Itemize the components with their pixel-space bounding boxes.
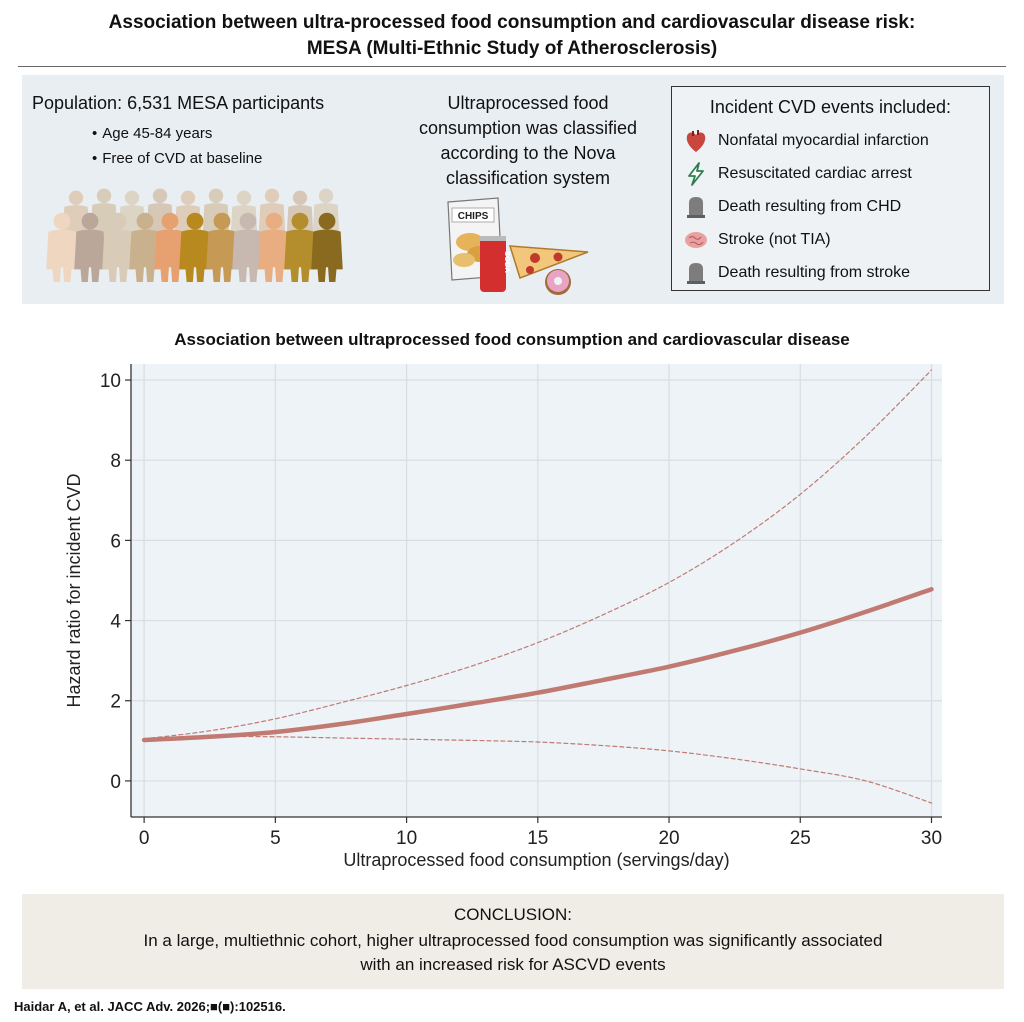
confidence-interval-line <box>143 735 933 804</box>
page-title: Association between ultra-processed food… <box>0 10 1024 62</box>
title-line-1: Association between ultra-processed food… <box>108 12 916 33</box>
tick-labels: 0 5 10 15 20 25 30 0 2 4 6 8 10 <box>100 371 942 849</box>
data-series <box>141 369 934 804</box>
gridlines <box>131 364 942 817</box>
title-divider <box>18 66 1006 67</box>
people-crowd-illustration <box>46 188 343 282</box>
y-tick-label: 6 <box>110 531 121 552</box>
population-criteria: Age 45-84 years Free of CVD at baseline <box>92 121 262 171</box>
title-line-2: MESA (Multi-Ethnic Study of Atherosclero… <box>306 38 718 59</box>
upf-text-line: Ultraprocessed food <box>447 93 609 113</box>
population-bullet: Age 45-84 years <box>92 121 262 146</box>
citation: Haidar A, et al. JACC Adv. 2026;■(■):102… <box>14 999 286 1014</box>
soda-label: SODA <box>503 251 512 273</box>
cvd-event-label: Nonfatal myocardial infarction <box>718 131 929 149</box>
cvd-event-label: Death resulting from CHD <box>718 197 902 215</box>
cvd-event-item: Stroke (not TIA) <box>684 223 929 256</box>
conclusion-line: with an increased risk for ASCVD events <box>360 955 666 974</box>
tombstone-icon <box>687 196 705 218</box>
y-tick-label: 0 <box>110 772 121 793</box>
tombstone-icon <box>687 262 705 284</box>
soda-can-icon: SODA <box>480 236 512 292</box>
cvd-event-label: Death resulting from stroke <box>718 263 911 281</box>
conclusion-line: In a large, multiethnic cohort, higher u… <box>143 931 883 950</box>
x-tick-label: 0 <box>139 828 150 849</box>
cvd-events-list: Nonfatal myocardial infarction Resuscita… <box>684 124 929 289</box>
cvd-event-item: Death resulting from CHD <box>684 190 929 223</box>
confidence-interval-line <box>143 369 933 740</box>
y-tick-label: 10 <box>100 371 121 392</box>
y-axis-label: Hazard ratio for incident CVD <box>64 473 84 707</box>
x-tick-label: 10 <box>396 828 417 849</box>
lightning-icon <box>688 161 704 186</box>
x-tick-label: 5 <box>270 828 281 849</box>
x-tick-label: 25 <box>790 828 811 849</box>
axes <box>125 364 942 823</box>
x-tick-label: 15 <box>527 828 548 849</box>
x-axis-label: Ultraprocessed food consumption (serving… <box>343 850 729 870</box>
cvd-events-box: Incident CVD events included: Nonfatal m… <box>671 86 990 291</box>
processed-foods-illustration: CHIPS SODA <box>447 197 589 295</box>
y-tick-label: 4 <box>110 612 121 633</box>
cvd-event-item: Death resulting from stroke <box>684 256 929 289</box>
conclusion-box: CONCLUSION: In a large, multiethnic coho… <box>22 894 1004 989</box>
cvd-events-title: Incident CVD events included: <box>709 97 952 117</box>
y-tick-label: 8 <box>110 451 121 472</box>
plot-area <box>131 364 942 817</box>
population-bullet: Free of CVD at baseline <box>92 146 262 171</box>
y-tick-label: 2 <box>110 692 121 713</box>
brain-icon <box>685 231 707 248</box>
cvd-event-label: Stroke (not TIA) <box>718 230 831 248</box>
upf-text-line: according to the Nova <box>440 143 616 163</box>
cvd-event-label: Resuscitated cardiac arrest <box>718 164 912 182</box>
conclusion-text: In a large, multiethnic cohort, higher u… <box>22 929 1004 977</box>
hazard-ratio-line <box>141 587 934 743</box>
chart-title: Association between ultraprocessed food … <box>174 330 850 349</box>
upf-classification-text: Ultraprocessed food consumption was clas… <box>392 91 664 191</box>
chips-label: CHIPS <box>458 211 489 222</box>
x-tick-label: 20 <box>658 828 679 849</box>
cvd-event-item: Resuscitated cardiac arrest <box>684 157 929 190</box>
hazard-ratio-chart: 0 5 10 15 20 25 30 0 2 4 6 8 10 Ultraprocessed food … <box>64 364 942 870</box>
donut-icon <box>545 269 571 295</box>
upf-text-line: consumption was classified <box>418 118 638 138</box>
cvd-event-item: Nonfatal myocardial infarction <box>684 124 929 157</box>
upf-text-line: classification system <box>445 168 611 188</box>
population-title: Population: 6,531 MESA participants <box>32 93 325 113</box>
pizza-slice-icon <box>508 245 589 279</box>
x-tick-label: 30 <box>921 828 942 849</box>
heart-icon <box>686 129 706 152</box>
conclusion-title: CONCLUSION: <box>453 905 573 924</box>
